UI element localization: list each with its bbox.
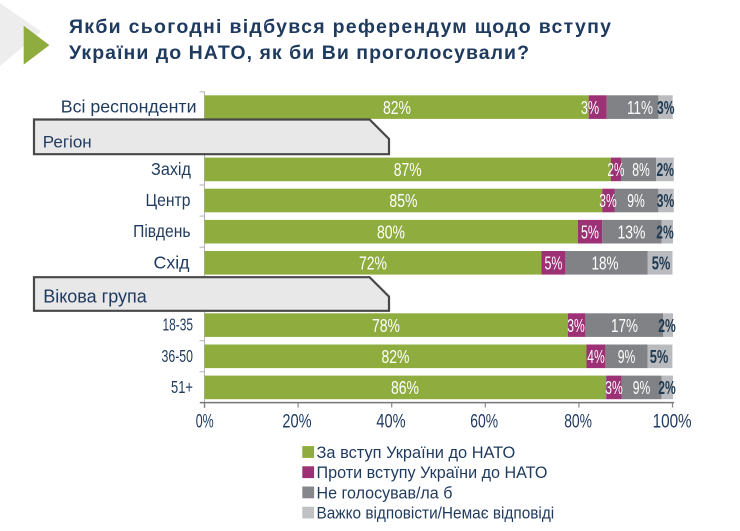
svg-text:80%: 80% <box>377 223 405 243</box>
svg-text:5%: 5% <box>652 254 671 274</box>
svg-text:Вікова група: Вікова група <box>43 286 148 306</box>
svg-text:2%: 2% <box>658 379 676 399</box>
svg-text:20%: 20% <box>282 411 311 432</box>
svg-text:Всі респонденти: Всі респонденти <box>61 97 197 117</box>
svg-text:72%: 72% <box>359 254 387 274</box>
svg-text:5%: 5% <box>650 348 669 368</box>
svg-text:8%: 8% <box>632 161 650 181</box>
svg-text:3%: 3% <box>605 379 623 399</box>
svg-text:80%: 80% <box>564 410 592 432</box>
svg-text:2%: 2% <box>607 161 624 181</box>
svg-text:85%: 85% <box>389 191 417 211</box>
svg-text:України до НАТО, як би Ви прог: України до НАТО, як би Ви проголосували? <box>69 42 529 64</box>
svg-text:3%: 3% <box>657 192 675 212</box>
svg-text:2%: 2% <box>658 316 676 336</box>
svg-text:86%: 86% <box>391 378 419 398</box>
svg-text:Центр: Центр <box>146 190 191 210</box>
svg-text:3%: 3% <box>567 316 585 336</box>
svg-text:Захід: Захід <box>151 159 191 179</box>
svg-text:3%: 3% <box>581 99 599 119</box>
svg-text:5%: 5% <box>581 223 599 243</box>
svg-text:60%: 60% <box>470 410 498 432</box>
svg-text:78%: 78% <box>372 316 400 336</box>
svg-text:40%: 40% <box>376 411 405 432</box>
svg-text:17%: 17% <box>611 316 638 337</box>
svg-text:За вступ України до НАТО: За вступ України до НАТО <box>317 443 516 462</box>
svg-text:Важко відповісти/Немає відпові: Важко відповісти/Немає відповіді <box>317 504 555 523</box>
svg-text:18%: 18% <box>592 254 619 275</box>
svg-text:3%: 3% <box>599 192 617 212</box>
svg-text:Не голосував/ла б: Не голосував/ла б <box>317 483 453 503</box>
svg-text:0%: 0% <box>196 411 214 432</box>
svg-text:4%: 4% <box>587 348 605 368</box>
svg-text:51+: 51+ <box>171 378 193 397</box>
svg-text:13%: 13% <box>618 223 646 243</box>
svg-text:82%: 82% <box>382 347 410 367</box>
svg-text:36-50: 36-50 <box>162 347 193 367</box>
svg-text:9%: 9% <box>627 192 645 212</box>
svg-text:Схід: Схід <box>154 252 190 272</box>
svg-text:2%: 2% <box>656 223 674 243</box>
svg-text:Південь: Південь <box>133 221 190 241</box>
svg-text:Проти вступу України до НАТО: Проти вступу України до НАТО <box>317 463 548 482</box>
svg-text:5%: 5% <box>545 254 563 274</box>
svg-text:100%: 100% <box>653 410 692 432</box>
svg-text:18-35: 18-35 <box>163 315 193 335</box>
svg-text:82%: 82% <box>383 98 411 118</box>
svg-text:11%: 11% <box>627 98 653 119</box>
svg-text:87%: 87% <box>394 160 422 180</box>
svg-text:9%: 9% <box>618 348 636 368</box>
svg-text:Якби сьогодні відбувся референ: Якби сьогодні відбувся референдум щодо в… <box>69 16 611 38</box>
svg-text:2%: 2% <box>657 161 675 181</box>
svg-text:Регіон: Регіон <box>43 132 92 151</box>
svg-text:3%: 3% <box>657 98 675 118</box>
svg-text:9%: 9% <box>633 379 651 399</box>
